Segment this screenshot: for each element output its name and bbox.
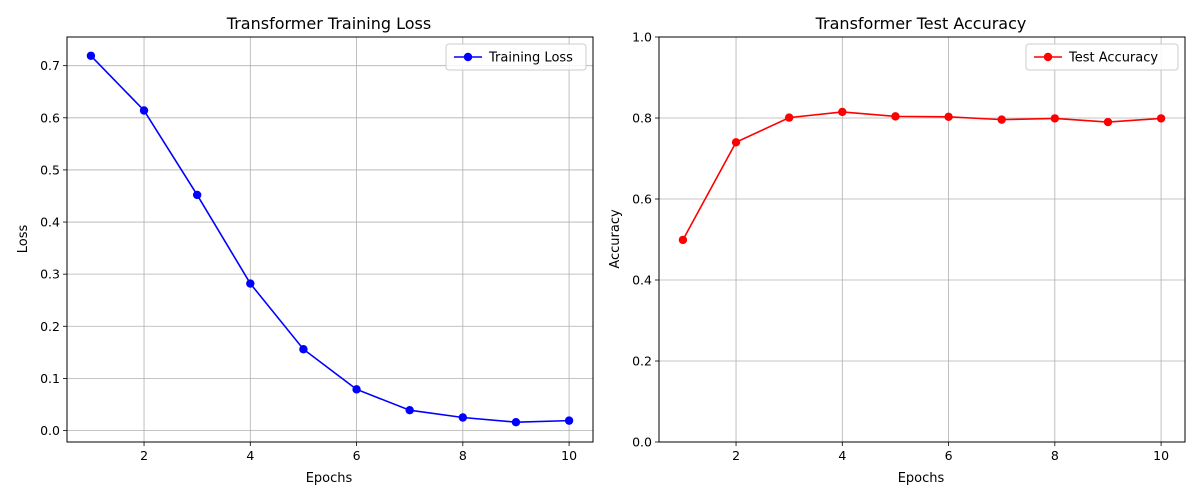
legend-marker xyxy=(463,52,473,62)
data-point xyxy=(511,417,521,427)
data-point xyxy=(678,235,688,245)
series-line xyxy=(682,111,1162,241)
data-point xyxy=(944,112,953,121)
data-point xyxy=(997,115,1006,124)
data-point xyxy=(564,416,574,425)
test-accuracy-chart: Transformer Test Accuracy Epochs Accurac… xyxy=(608,14,1186,486)
legend-label: Training Loss xyxy=(488,51,573,66)
data-point xyxy=(891,112,900,121)
data-point xyxy=(86,51,96,60)
grid xyxy=(659,36,1185,443)
data-point xyxy=(1103,117,1113,127)
data-point xyxy=(1050,114,1060,123)
y-tick-label: 0.2 xyxy=(40,319,60,334)
data-point xyxy=(458,413,468,422)
series-line xyxy=(90,55,570,423)
chart-title: Transformer Test Accuracy xyxy=(815,14,1027,33)
x-tick-label: 2 xyxy=(732,448,740,463)
y-tick-label: 0.7 xyxy=(40,58,60,73)
data-point xyxy=(838,107,847,117)
y-tick-label: 0.4 xyxy=(40,215,60,230)
y-tick-label: 0.4 xyxy=(632,273,652,288)
legend: Training Loss xyxy=(445,43,587,71)
x-tick-label: 8 xyxy=(459,448,467,463)
x-tick-label: 6 xyxy=(945,448,953,463)
y-tick-label: 0.0 xyxy=(40,423,60,438)
y-tick-label: 0.6 xyxy=(632,192,652,207)
legend-box xyxy=(1025,43,1179,71)
y-tick-label: 1.0 xyxy=(632,30,652,45)
grid xyxy=(67,37,593,442)
x-tick-label: 2 xyxy=(140,448,148,463)
y-tick-label: 0.0 xyxy=(632,435,652,450)
data-point xyxy=(784,113,794,122)
data-point xyxy=(246,279,255,288)
legend-marker xyxy=(1043,52,1053,62)
data-point xyxy=(731,138,741,147)
training-loss-chart: Transformer Training Loss Epochs Loss 2 4… xyxy=(16,14,594,486)
data-point xyxy=(352,385,361,394)
x-tick-label: 4 xyxy=(246,448,254,463)
y-tick-label: 0.3 xyxy=(40,267,60,282)
y-tick-label: 0.6 xyxy=(40,110,60,125)
plot-frame xyxy=(658,36,1186,443)
x-tick-label: 4 xyxy=(838,448,846,463)
y-tick-label: 0.2 xyxy=(632,354,652,369)
x-tick-label: 10 xyxy=(561,448,577,463)
chart-title: Transformer Training Loss xyxy=(226,14,431,33)
x-tick-label: 10 xyxy=(1153,448,1169,463)
y-tick-label: 0.5 xyxy=(40,162,60,177)
data-point xyxy=(1156,114,1166,123)
legend-box xyxy=(445,43,587,71)
y-tick-label: 0.1 xyxy=(40,371,60,386)
x-axis-label: Epochs xyxy=(898,471,945,486)
y-axis-label: Accuracy xyxy=(608,209,623,269)
data-point xyxy=(139,106,149,115)
y-tick-label: 0.8 xyxy=(632,111,652,126)
x-tick-label: 8 xyxy=(1051,448,1059,463)
data-point xyxy=(192,190,202,200)
x-axis-label: Epochs xyxy=(306,471,353,486)
legend: Test Accuracy xyxy=(1025,43,1179,71)
y-axis-label: Loss xyxy=(16,225,31,254)
x-tick-label: 6 xyxy=(353,448,361,463)
data-point xyxy=(405,406,414,415)
plot-frame xyxy=(66,36,594,443)
data-point xyxy=(299,345,308,354)
legend-label: Test Accuracy xyxy=(1068,51,1158,66)
